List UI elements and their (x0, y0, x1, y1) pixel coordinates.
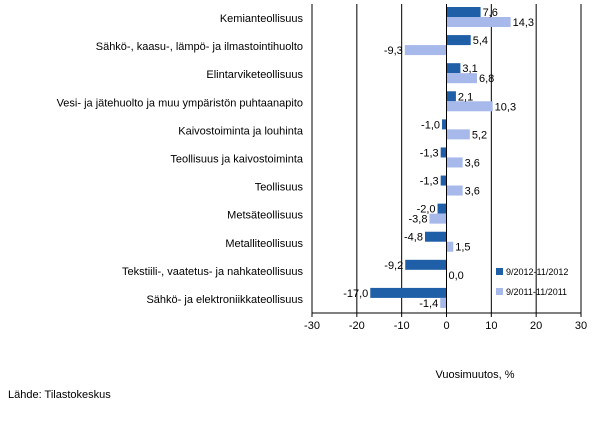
value-label: -1,0 (421, 119, 440, 131)
x-tick-label: 20 (530, 320, 542, 332)
bar-series2 (440, 297, 447, 308)
bar-series1 (437, 203, 447, 214)
legend-label: 9/2012-11/2012 (506, 267, 568, 277)
value-label: 10,3 (495, 101, 516, 113)
bar-series2 (446, 101, 493, 112)
grid-lines (311, 4, 582, 313)
value-labels: 7,6 14,3 5,4 -9,3 3,16,8 2,1 10,3 -1,0 5,2 -1,3 3,… (343, 7, 534, 310)
value-label: -9,3 (384, 45, 403, 57)
value-label: 14,3 (513, 17, 534, 29)
bar-series1 (370, 287, 447, 298)
category-label: Metsäteollisuus (227, 210, 303, 222)
bar-series1 (442, 119, 447, 130)
value-label: 3,6 (465, 157, 480, 169)
category-label: Teollisuus ja kaivostoiminta (170, 154, 304, 166)
value-label: 6,8 (479, 73, 494, 85)
legend-swatch (496, 268, 503, 275)
category-label: Sähkö- ja elektroniikkateollisuus (146, 294, 303, 306)
x-axis-title: Vuosimuutos, % (435, 369, 514, 381)
bar-series2 (446, 185, 463, 196)
bar-series1 (440, 175, 447, 186)
bar-series1 (446, 35, 471, 46)
bar-series1 (446, 63, 461, 74)
value-label: -1,4 (419, 298, 438, 310)
category-label: Elintarviketeollisuus (206, 69, 303, 81)
value-label: -9,2 (384, 260, 403, 272)
x-tick-label: -30 (304, 320, 320, 332)
bar-series2 (446, 17, 511, 27)
bar-series1 (405, 259, 447, 270)
value-label: -2,0 (417, 204, 436, 216)
bar-series1 (424, 231, 447, 242)
x-tick-label: 30 (575, 320, 587, 332)
value-label: 2,1 (458, 91, 473, 103)
bar-series2 (429, 213, 447, 224)
bar-series2 (404, 45, 447, 56)
bars (370, 7, 511, 308)
x-tick-label: 0 (443, 320, 449, 332)
category-label: Vesi- ja jätehuolto ja muu ympäristön pu… (57, 97, 303, 109)
source-note: Lähde: Tilastokeskus (8, 389, 111, 401)
category-label: Teollisuus (255, 182, 304, 194)
value-label: 0,0 (449, 270, 464, 282)
value-label: -1,3 (420, 147, 439, 159)
x-tick-label: -10 (394, 320, 410, 332)
value-label: -17,0 (343, 288, 368, 300)
category-label: Tekstiili-, vaatetus- ja nahkateollisuus (122, 266, 303, 278)
value-label: 7,6 (483, 7, 498, 19)
x-tick-label: 10 (485, 320, 497, 332)
value-label: -1,3 (420, 176, 439, 188)
value-label: 5,4 (473, 35, 488, 47)
bar-series2 (446, 241, 454, 252)
category-labels: Kemianteollisuus Sähkö-, kaasu-, lämpö- j… (57, 13, 304, 306)
legend: 9/2012-11/2012 9/2011-11/2011 (496, 267, 568, 297)
value-label: 1,5 (455, 242, 470, 254)
legend-swatch (496, 288, 503, 295)
bar-series2 (446, 73, 477, 84)
value-label: 5,2 (472, 129, 487, 141)
value-label: -4,8 (404, 232, 423, 244)
category-label: Sähkö-, kaasu-, lämpö- ja ilmastointihuo… (96, 41, 303, 53)
bar-series1 (446, 7, 481, 17)
x-axis: -30 -20 -10 0 10 20 30 (304, 4, 587, 332)
category-label: Kemianteollisuus (220, 13, 304, 25)
bar-series2 (446, 129, 470, 140)
bar-series1 (446, 91, 456, 102)
bar-series1 (440, 147, 447, 158)
value-label: 3,1 (462, 63, 477, 75)
bar-series2 (446, 157, 463, 168)
legend-label: 9/2011-11/2011 (506, 287, 567, 297)
value-label: -3,8 (408, 214, 427, 226)
category-label: Metalliteollisuus (225, 238, 303, 250)
value-label: 3,6 (465, 186, 480, 198)
x-tick-label: -20 (349, 320, 365, 332)
category-label: Kaivostoiminta ja louhinta (178, 125, 304, 137)
